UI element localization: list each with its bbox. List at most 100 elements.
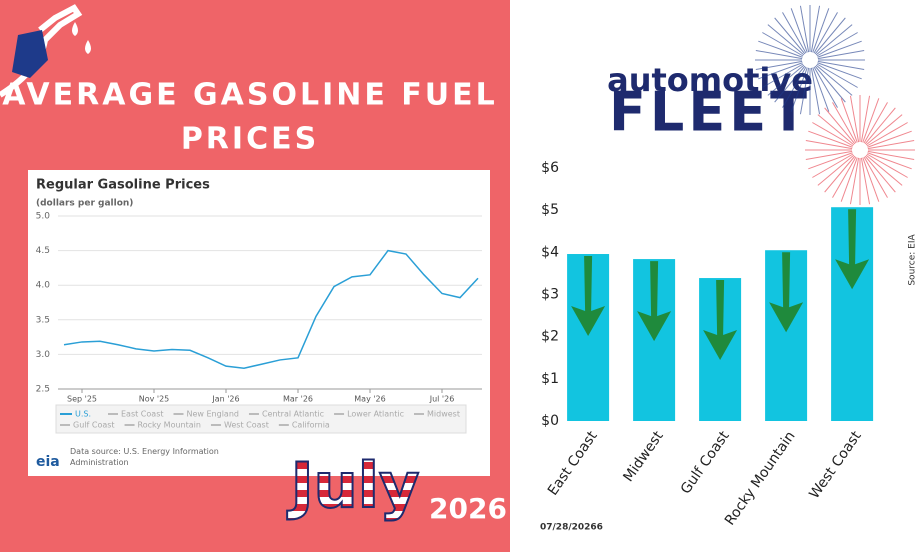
firework	[813, 12, 838, 54]
y-tick-label: $5	[541, 202, 559, 218]
firework	[840, 157, 858, 202]
firework	[860, 95, 871, 143]
y-tick-label: $3	[541, 287, 559, 303]
y-tick-label: 4.0	[36, 281, 51, 291]
x-tick-label: Jul '26	[429, 395, 455, 404]
firework	[863, 156, 888, 198]
legend-box	[55, 404, 467, 434]
firework	[866, 122, 908, 147]
firework	[814, 17, 846, 55]
legend-label: Midwest	[427, 410, 460, 419]
firework	[816, 32, 858, 57]
firework	[808, 152, 853, 170]
badge-year: 2026	[429, 492, 507, 525]
firework	[867, 150, 915, 161]
legend-label: Gulf Coast	[73, 421, 115, 430]
legend-label: U.S.	[75, 410, 91, 419]
firework	[774, 17, 806, 55]
legend-label: East Coast	[121, 410, 164, 419]
firework	[817, 154, 855, 186]
legend-label: Central Atlantic	[262, 410, 324, 419]
x-tick-label: May '26	[354, 395, 385, 404]
down-arrow	[637, 261, 672, 342]
firework	[812, 8, 830, 53]
firework	[799, 67, 810, 115]
firework	[805, 150, 853, 161]
logo-bottom: FLEET	[609, 81, 811, 144]
firework	[812, 122, 854, 147]
firework	[774, 65, 806, 103]
down-arrow	[769, 252, 804, 333]
legend-label: Lower Atlantic	[347, 410, 404, 419]
firework	[758, 40, 803, 58]
firework	[864, 155, 896, 193]
legend-label: West Coast	[224, 421, 269, 430]
firework	[862, 98, 880, 143]
legend-label: New England	[187, 410, 239, 419]
firework	[865, 154, 903, 186]
firework	[817, 49, 865, 60]
firework	[762, 63, 804, 88]
y-tick-label: 2.5	[36, 385, 50, 395]
down-arrow	[703, 280, 738, 361]
source-text: Source: EIA	[908, 234, 918, 286]
pump-icon	[0, 4, 91, 98]
chart-title: Regular Gasoline Prices	[36, 178, 210, 193]
firework	[810, 5, 821, 53]
firework	[767, 64, 805, 96]
firework	[762, 32, 804, 57]
x-tick-label: Nov '25	[139, 395, 170, 404]
y-tick-label: $4	[541, 244, 559, 260]
firework	[816, 63, 858, 88]
source-text: Data source: U.S. Energy Information Adm…	[70, 447, 219, 467]
firework	[824, 155, 856, 193]
firework	[815, 64, 853, 96]
firework	[863, 102, 888, 144]
firework	[867, 130, 912, 148]
firework	[817, 114, 855, 146]
firework	[755, 49, 803, 60]
title: Average Gasoline Fuel	[2, 78, 498, 113]
firework	[799, 5, 810, 53]
firework	[814, 65, 846, 103]
firework	[815, 24, 853, 56]
firework	[782, 66, 807, 108]
firework	[862, 157, 880, 202]
source-wrap: Data source: U.S. Energy Information Adm…	[70, 447, 219, 467]
firework	[832, 102, 857, 144]
y-tick-label: 4.5	[36, 246, 50, 256]
firework	[758, 62, 803, 80]
firework	[864, 107, 896, 145]
firework	[867, 139, 915, 150]
firework	[849, 95, 860, 143]
firework	[755, 60, 803, 71]
firework	[810, 67, 821, 115]
firework	[824, 107, 856, 145]
y-tick-label: 3.5	[36, 315, 50, 325]
firework	[866, 153, 908, 178]
firework	[812, 153, 854, 178]
y-tick-label: 3.0	[36, 350, 51, 360]
y-tick-label: $6	[541, 160, 559, 176]
firework	[808, 130, 853, 148]
y-tick-label: $2	[541, 329, 559, 345]
firework	[790, 67, 808, 112]
firework	[817, 40, 862, 58]
firework	[817, 60, 865, 71]
down-arrow	[835, 209, 870, 290]
firework	[790, 8, 808, 53]
legend-label: Rocky Mountain	[138, 421, 201, 430]
legend-label: California	[292, 421, 330, 430]
y-tick-label: $0	[541, 413, 559, 429]
down-arrow	[571, 256, 606, 337]
title: Prices	[181, 122, 319, 157]
y-tick-label: 5.0	[36, 212, 51, 222]
x-tick-label: Sep '25	[67, 395, 97, 404]
firework	[840, 98, 858, 143]
firework	[812, 67, 830, 112]
badge-month: July	[287, 449, 420, 522]
firework	[813, 66, 838, 108]
firework	[860, 157, 871, 205]
x-tick-label: Jan '26	[211, 395, 239, 404]
